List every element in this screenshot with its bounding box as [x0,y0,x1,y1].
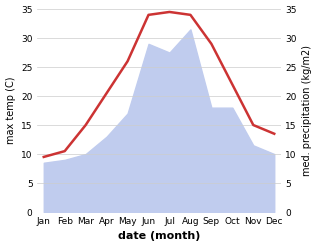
Y-axis label: med. precipitation (kg/m2): med. precipitation (kg/m2) [302,45,313,176]
X-axis label: date (month): date (month) [118,231,200,242]
Y-axis label: max temp (C): max temp (C) [5,77,16,144]
